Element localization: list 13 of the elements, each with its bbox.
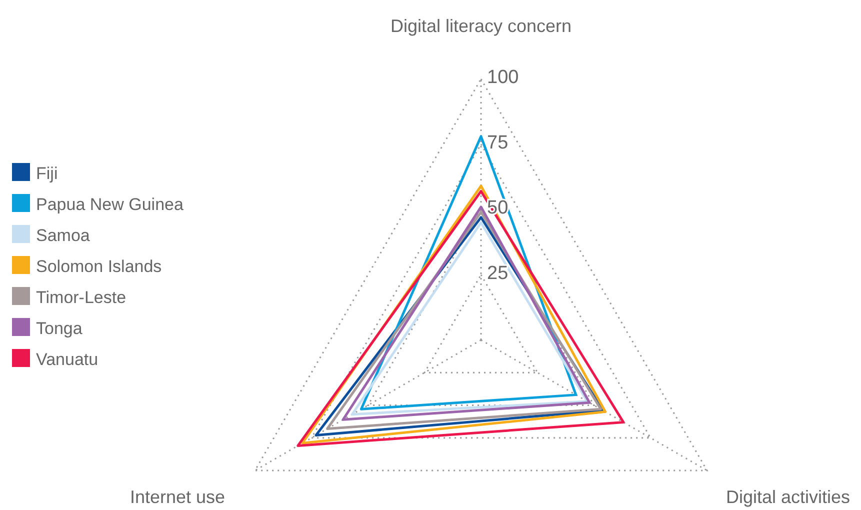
legend-label: Solomon Islands xyxy=(36,257,162,276)
y-tick-label: 75 xyxy=(487,132,508,154)
spoke-label: Internet use xyxy=(130,487,226,507)
legend-label: Fiji xyxy=(36,164,58,183)
legend-label: Vanuatu xyxy=(36,350,98,369)
y-tick-label: 25 xyxy=(487,262,508,284)
legend-label: Samoa xyxy=(36,226,90,245)
legend-label: Papua New Guinea xyxy=(36,195,184,214)
legend-label: Timor-Leste xyxy=(36,288,126,307)
spoke-label: Digital activities xyxy=(726,487,850,507)
y-tick-label: 100 xyxy=(487,67,519,88)
spoke-label: Digital literacy concern xyxy=(390,16,572,36)
legend-label: Tonga xyxy=(36,319,83,338)
